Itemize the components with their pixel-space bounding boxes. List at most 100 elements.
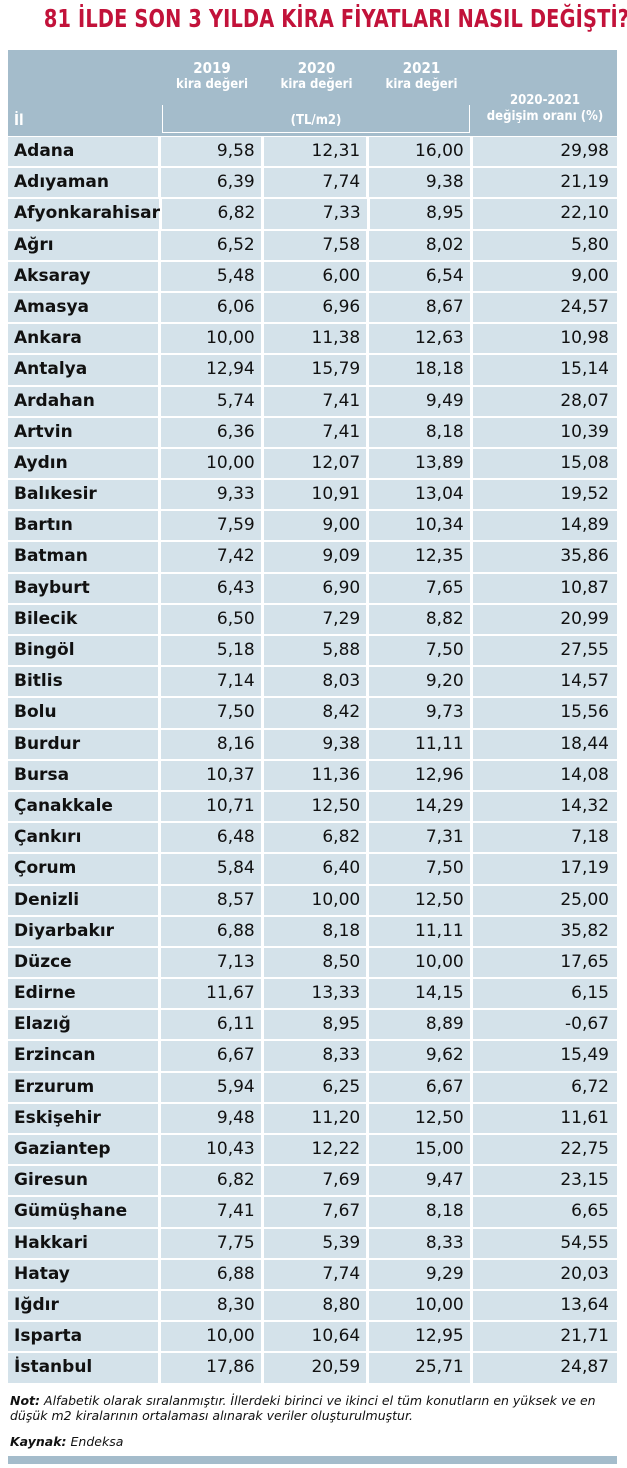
rent-2020: 6,40 — [263, 854, 367, 884]
rent-2020: 6,82 — [263, 823, 367, 853]
rent-2021: 8,67 — [369, 292, 470, 323]
table-row: Afyonkarahisar 6,82 7,33 8,95 22,10 — [8, 199, 617, 231]
change-rate: 14,08 — [472, 760, 617, 790]
table-row: Antalya 12,94 15,79 18,18 15,14 — [8, 355, 617, 387]
change-rate: 10,98 — [472, 324, 617, 354]
province: Antalya — [8, 355, 159, 385]
col-unit-label: kira değeri — [385, 77, 458, 92]
rent-2020: 8,80 — [263, 1290, 367, 1321]
table-row: Çorum 5,84 6,40 7,50 17,19 — [8, 854, 617, 886]
rent-2021: 7,31 — [369, 823, 470, 853]
rent-2019: 17,86 — [161, 1353, 261, 1383]
rent-2019: 6,52 — [161, 230, 261, 260]
rent-2021: 12,35 — [369, 542, 470, 572]
province: Bitlis — [8, 667, 159, 697]
rent-2019: 7,14 — [161, 667, 261, 697]
rent-2020: 13,33 — [263, 979, 367, 1009]
province: Ağrı — [8, 230, 159, 260]
change-rate: 6,65 — [472, 1197, 617, 1227]
rent-2021: 8,18 — [369, 1197, 470, 1227]
rent-2020: 9,00 — [263, 511, 367, 541]
change-rate: 18,44 — [472, 729, 617, 759]
rent-2020: 7,33 — [264, 199, 367, 229]
province: Düzce — [8, 947, 159, 978]
change-rate: 24,87 — [472, 1353, 617, 1383]
change-rate: 15,08 — [472, 448, 617, 479]
table-row: Erzincan 6,67 8,33 9,62 15,49 — [8, 1041, 617, 1073]
rent-2020: 7,41 — [263, 417, 367, 447]
rent-2019: 5,74 — [161, 386, 261, 416]
table-row: Ankara 10,00 11,38 12,63 10,98 — [8, 324, 617, 356]
change-rate: 19,52 — [472, 480, 617, 510]
rent-2019: 6,36 — [161, 417, 261, 447]
rent-2019: 8,30 — [161, 1290, 261, 1321]
table-row: Ardahan 5,74 7,41 9,49 28,07 — [8, 386, 617, 418]
province: Elazığ — [8, 1010, 159, 1040]
rent-2020: 8,18 — [263, 916, 367, 946]
col-change-label: değişim oranı (%) — [486, 109, 604, 124]
rent-2021: 6,67 — [369, 1072, 470, 1102]
change-rate: 21,19 — [472, 168, 617, 198]
rent-2020: 11,20 — [263, 1103, 367, 1133]
rent-2019: 8,57 — [161, 885, 261, 915]
rent-2019: 10,37 — [161, 760, 261, 790]
rent-2019: 6,11 — [161, 1010, 261, 1040]
rent-2020: 11,38 — [263, 324, 367, 354]
change-rate: 29,98 — [472, 137, 617, 167]
source-label: Kaynak: — [10, 1434, 67, 1449]
table-row: Eskişehir 9,48 11,20 12,50 11,61 — [8, 1103, 617, 1135]
rent-2020: 10,00 — [263, 885, 367, 915]
province: Amasya — [8, 292, 159, 323]
col-2020: 2020 — [297, 59, 336, 77]
province: Burdur — [8, 729, 159, 759]
table-row: Burdur 8,16 9,38 11,11 18,44 — [8, 729, 617, 761]
rent-2019: 7,75 — [161, 1228, 261, 1258]
table-row: Isparta 10,00 10,64 12,95 21,71 — [8, 1322, 617, 1354]
change-rate: -0,67 — [472, 1010, 617, 1040]
change-rate: 14,32 — [472, 791, 617, 822]
col-unit-label: kira değeri — [176, 77, 248, 92]
change-rate: 23,15 — [472, 1166, 617, 1196]
province: Çankırı — [8, 823, 159, 853]
rent-2021: 14,29 — [369, 791, 470, 822]
rent-2020: 7,58 — [263, 230, 367, 260]
change-rate: 14,89 — [472, 511, 617, 541]
change-rate: 17,19 — [472, 854, 617, 884]
change-rate: 22,10 — [472, 199, 617, 229]
rent-2020: 15,79 — [263, 355, 367, 385]
col-2021: 2021 — [402, 59, 441, 77]
change-rate: 28,07 — [472, 386, 617, 416]
table-row: Bitlis 7,14 8,03 9,20 14,57 — [8, 667, 617, 699]
table-row: Bingöl 5,18 5,88 7,50 27,55 — [8, 636, 617, 668]
col-2019: 2019 — [193, 59, 231, 77]
rent-2021: 10,00 — [369, 947, 470, 978]
province: Çorum — [8, 854, 159, 884]
rent-2021: 11,11 — [369, 916, 470, 946]
rent-2019: 6,06 — [161, 292, 261, 323]
change-rate: 20,99 — [472, 604, 617, 634]
rent-2021: 9,20 — [369, 667, 470, 697]
table-row: Iğdır 8,30 8,80 10,00 13,64 — [8, 1290, 617, 1323]
rent-2019: 5,94 — [161, 1072, 261, 1102]
rent-2020: 6,25 — [263, 1072, 367, 1102]
province: Edirne — [8, 979, 159, 1009]
rent-2020: 12,22 — [263, 1135, 367, 1165]
rent-2021: 13,04 — [369, 480, 470, 510]
province: Batman — [8, 542, 159, 572]
province: Bayburt — [8, 573, 159, 603]
rent-2021: 25,71 — [369, 1353, 470, 1383]
rent-2020: 8,42 — [263, 698, 367, 728]
rent-2019: 6,43 — [161, 573, 261, 603]
rent-2020: 7,69 — [263, 1166, 367, 1196]
rent-2020: 10,64 — [263, 1322, 367, 1352]
rent-2021: 8,18 — [369, 417, 470, 447]
rent-2019: 6,48 — [161, 823, 261, 853]
table-row: Ağrı 6,52 7,58 8,02 5,80 — [8, 230, 617, 262]
province: Bingöl — [8, 636, 159, 666]
province: İstanbul — [8, 1353, 159, 1383]
rent-2021: 11,11 — [369, 729, 470, 759]
change-rate: 13,64 — [472, 1290, 617, 1321]
change-rate: 10,87 — [472, 573, 617, 603]
change-rate: 35,86 — [472, 542, 617, 572]
rent-2021: 8,95 — [369, 199, 470, 229]
